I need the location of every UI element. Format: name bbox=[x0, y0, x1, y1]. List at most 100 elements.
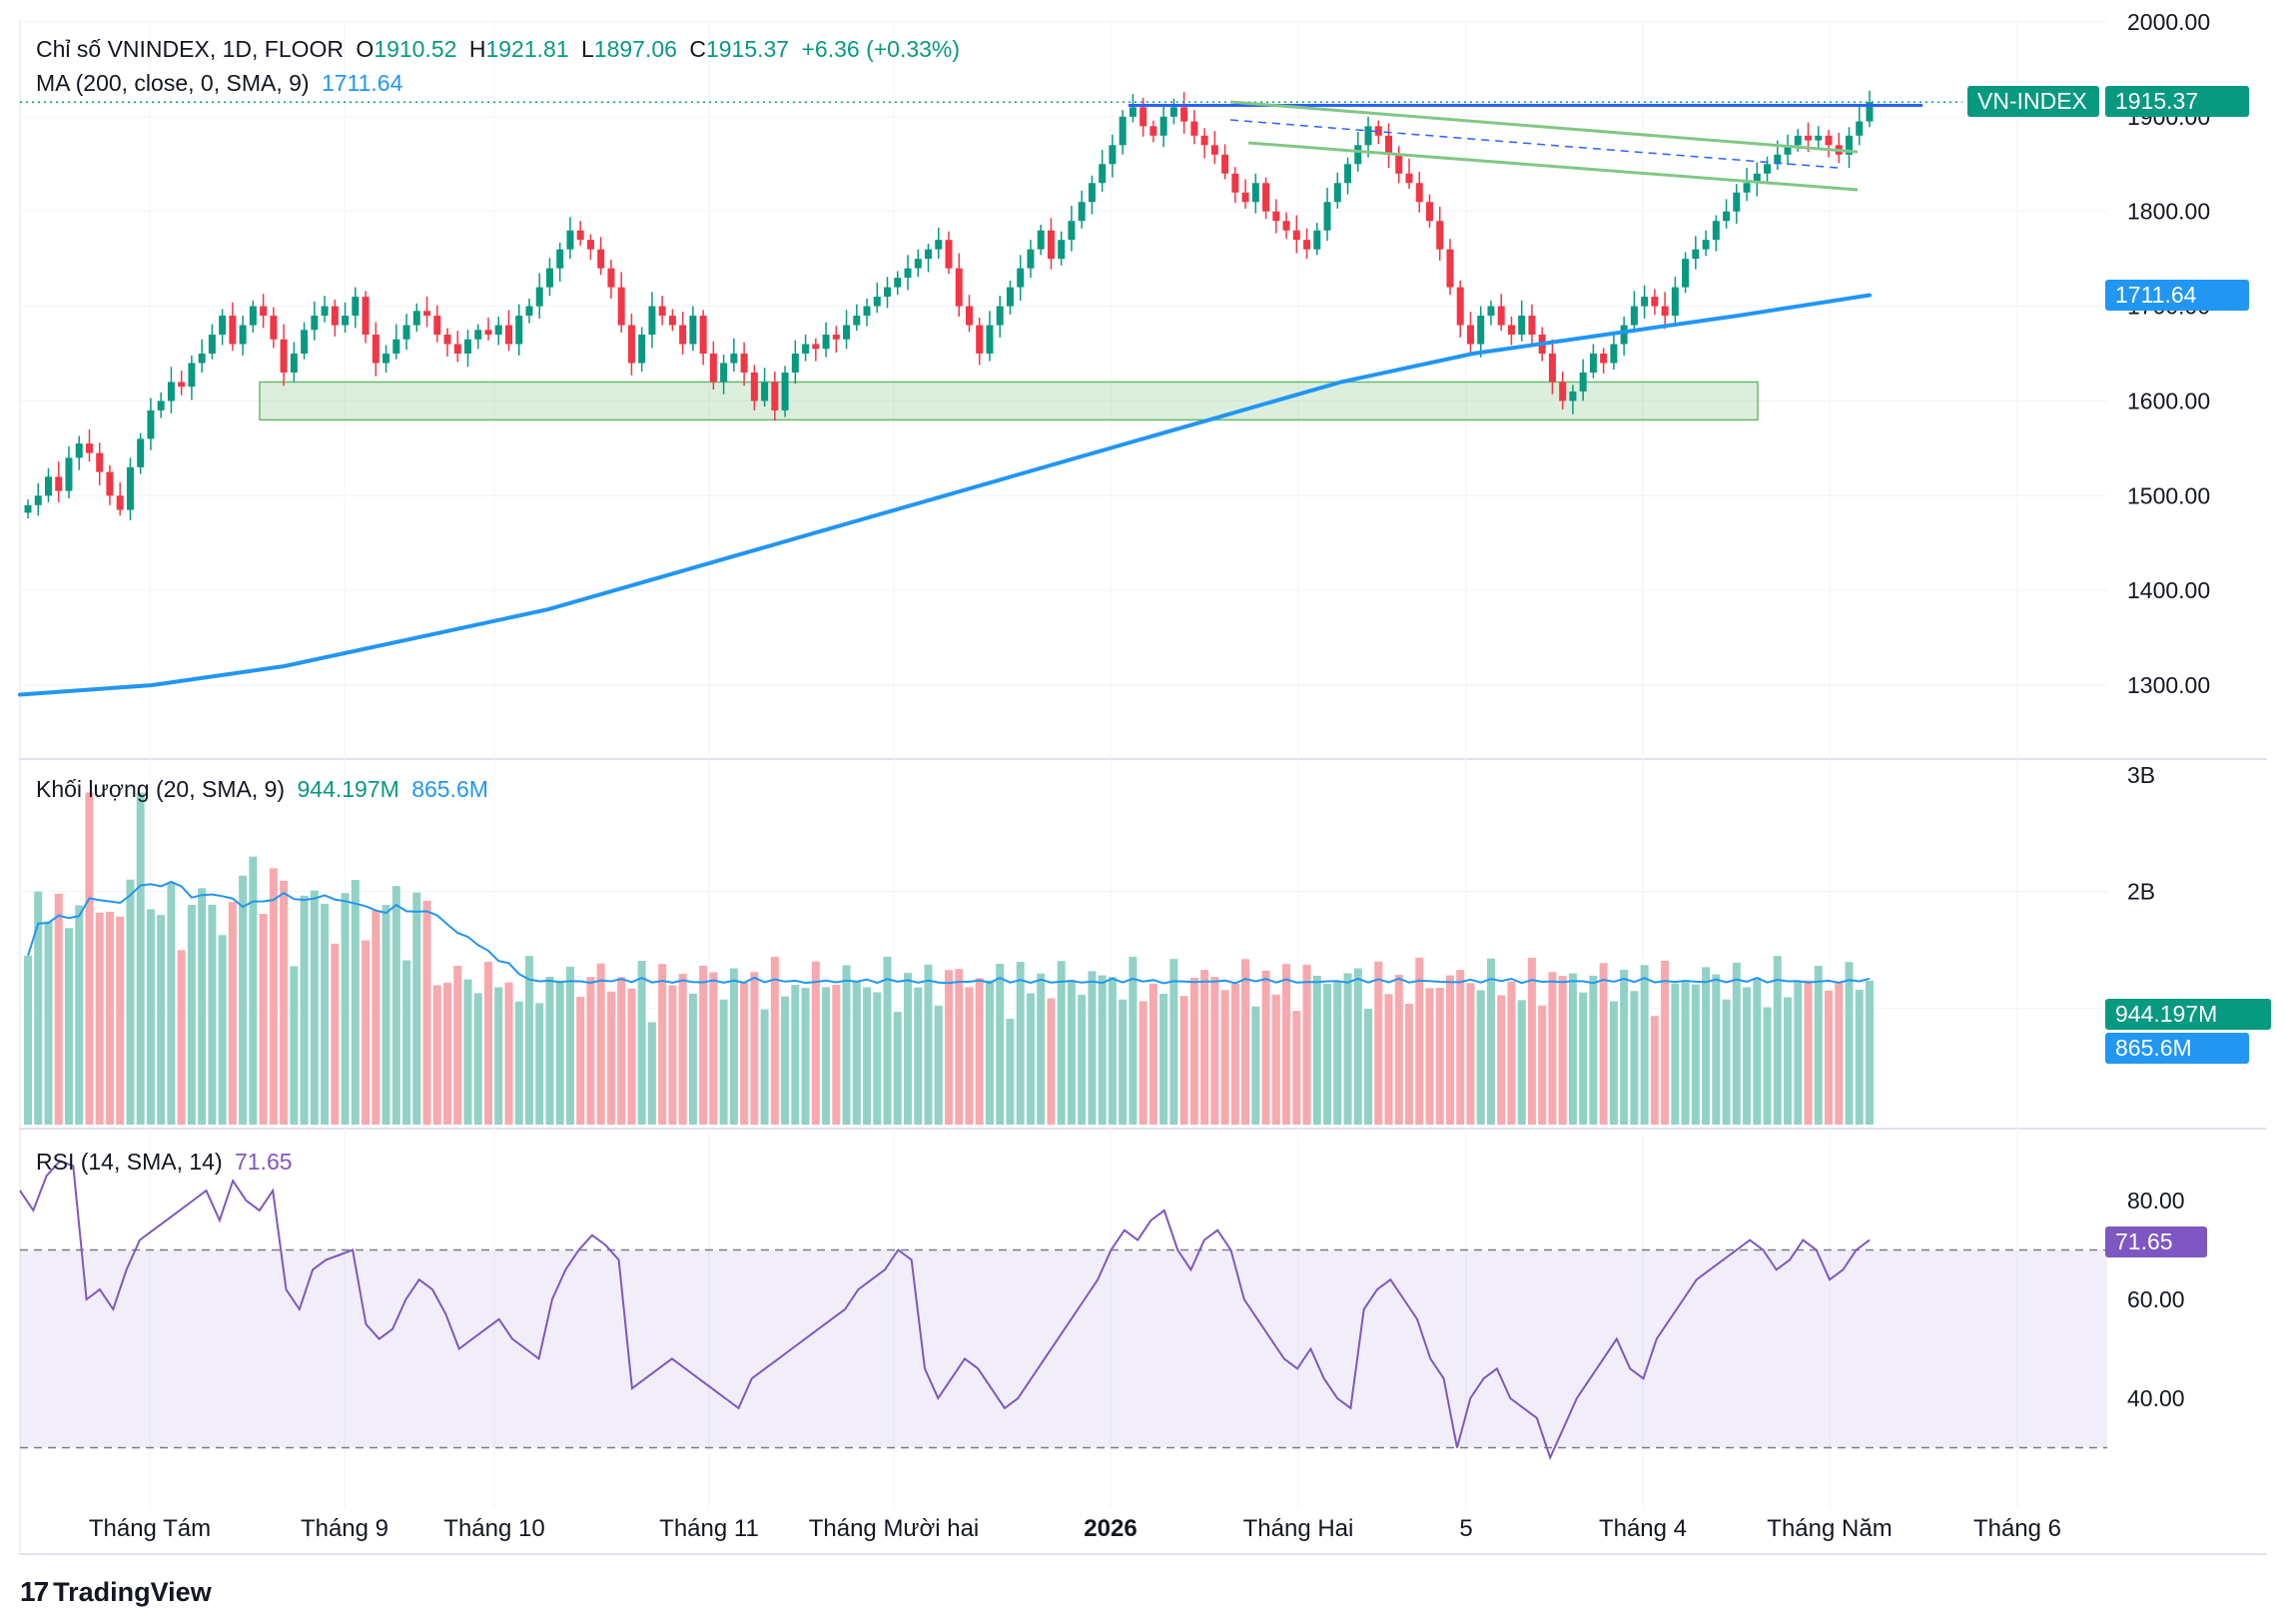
channel-upper bbox=[1229, 100, 1859, 154]
volume-tag: 944.197M bbox=[2105, 999, 2271, 1030]
candle-body bbox=[1548, 354, 1556, 383]
candle-body bbox=[126, 466, 134, 510]
rsi-line bbox=[19, 1160, 1871, 1461]
volume-bar bbox=[1119, 999, 1128, 1125]
volume-bar bbox=[126, 879, 135, 1125]
candle-body bbox=[1794, 135, 1802, 146]
candle-body bbox=[55, 476, 63, 491]
volume-bar bbox=[729, 968, 738, 1125]
candle-body bbox=[1497, 306, 1505, 326]
volume-bar bbox=[873, 992, 882, 1125]
volume-bar bbox=[116, 916, 125, 1125]
candle-body bbox=[1692, 249, 1700, 260]
volume-bar bbox=[198, 888, 207, 1125]
volume-bar bbox=[1558, 976, 1567, 1125]
volume-bar bbox=[1661, 960, 1670, 1125]
candle-body bbox=[1047, 230, 1055, 260]
candle-body bbox=[1272, 211, 1280, 222]
volume-bar bbox=[996, 963, 1005, 1125]
candle-body bbox=[1344, 164, 1352, 184]
volume-bar bbox=[1405, 1003, 1413, 1125]
volume-bar bbox=[1292, 1011, 1301, 1125]
candle-body bbox=[137, 438, 145, 467]
volume-bar bbox=[924, 964, 933, 1125]
volume-bar bbox=[1374, 961, 1383, 1125]
volume-bar bbox=[1743, 987, 1752, 1125]
volume-bar bbox=[1866, 980, 1874, 1125]
candle-body bbox=[1006, 287, 1014, 307]
candle-body bbox=[740, 354, 748, 373]
volume-bar bbox=[105, 911, 114, 1125]
candle-body bbox=[1866, 102, 1874, 122]
volume-bar bbox=[1691, 984, 1700, 1125]
time-tick-label: Tháng 6 bbox=[1973, 1515, 2061, 1542]
candle-body bbox=[443, 335, 451, 345]
candle-body bbox=[1292, 230, 1300, 241]
volume-bar bbox=[1189, 978, 1198, 1125]
ma200-line bbox=[18, 293, 1872, 697]
candle-body bbox=[484, 330, 492, 336]
rsi-tick-label: 40.00 bbox=[2127, 1385, 2185, 1411]
candle-body bbox=[474, 330, 482, 340]
volume-bar bbox=[1067, 979, 1076, 1125]
candle-body bbox=[494, 325, 502, 336]
volume-bar bbox=[453, 965, 462, 1125]
candle-body bbox=[453, 344, 461, 354]
high-value: 1921.81 bbox=[485, 36, 569, 62]
volume-label: Khối lượng (20, SMA, 9) bbox=[36, 776, 286, 802]
candle-body bbox=[638, 335, 646, 364]
volume-bars bbox=[24, 792, 1874, 1125]
candle-body bbox=[1037, 230, 1045, 250]
candle-body bbox=[535, 287, 543, 307]
candle-body bbox=[679, 325, 687, 345]
candle-body bbox=[1733, 192, 1741, 212]
candle-body bbox=[1620, 325, 1628, 345]
candle-body bbox=[843, 325, 851, 340]
candle-body bbox=[342, 316, 350, 326]
candle-body bbox=[423, 311, 431, 317]
candle-body bbox=[1630, 306, 1638, 326]
volume-bar bbox=[239, 875, 248, 1125]
candle-body bbox=[1456, 287, 1464, 326]
candle-body bbox=[1682, 259, 1690, 288]
last-price-tag: 1915.37 bbox=[2105, 86, 2249, 117]
candle-body bbox=[617, 287, 625, 326]
volume-bar bbox=[1599, 963, 1608, 1125]
candle-body bbox=[65, 457, 73, 491]
candle-body bbox=[976, 325, 984, 354]
volume-bar bbox=[985, 980, 994, 1125]
candle-body bbox=[1323, 202, 1331, 231]
candle-body bbox=[464, 339, 472, 354]
volume-bar bbox=[381, 905, 390, 1125]
volume-bar bbox=[1855, 990, 1864, 1125]
candle-body bbox=[229, 316, 237, 345]
candle-body bbox=[34, 495, 42, 505]
candle-body bbox=[1313, 230, 1321, 250]
volume-bar bbox=[1037, 973, 1046, 1125]
candle-body bbox=[1303, 240, 1311, 250]
volume-bar bbox=[1282, 964, 1291, 1125]
candle-body bbox=[894, 278, 902, 288]
volume-bar bbox=[586, 977, 595, 1125]
volume-bar bbox=[1466, 983, 1475, 1125]
volume-bar bbox=[310, 890, 319, 1125]
support-zone bbox=[259, 381, 1759, 421]
candle-body bbox=[24, 504, 32, 513]
volume-bar bbox=[1630, 991, 1639, 1125]
symbol-tag: VN-INDEX bbox=[1967, 86, 2099, 117]
candle-body bbox=[566, 230, 574, 250]
volume-bar bbox=[1169, 959, 1178, 1125]
volume-bar bbox=[391, 886, 400, 1125]
candle-body bbox=[1661, 306, 1669, 317]
volume-bar bbox=[1702, 967, 1711, 1125]
volume-bar bbox=[1589, 975, 1598, 1125]
candle-body bbox=[1446, 249, 1454, 288]
volume-bar bbox=[576, 996, 585, 1125]
volume-bar bbox=[678, 973, 687, 1125]
time-tick-label: Tháng Năm bbox=[1767, 1515, 1892, 1542]
volume-bar bbox=[535, 1003, 544, 1125]
candle-body bbox=[914, 259, 922, 269]
volume-bar bbox=[228, 902, 237, 1125]
volume-bar bbox=[791, 985, 800, 1125]
